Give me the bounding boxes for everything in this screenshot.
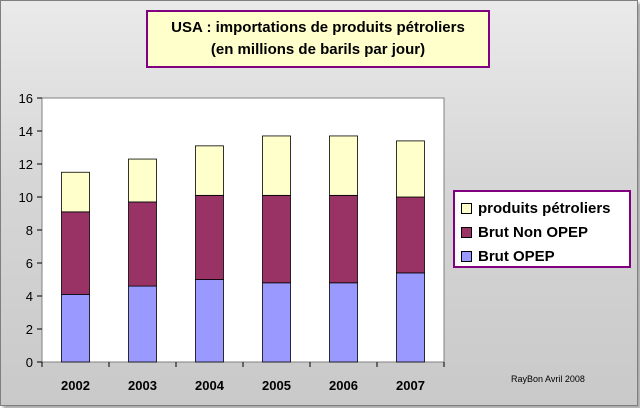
chart-subtitle: (en millions de barils par jour)	[210, 41, 426, 58]
bar-segment-2002-0	[61, 293, 90, 363]
chart-title-box: USA : importations de produits pétrolier…	[146, 10, 490, 68]
y-axis: 0 2 4 6 8 10 12 14 16	[19, 91, 42, 370]
bar-segment-2003-2	[128, 158, 157, 203]
bar-segment-2004-2	[195, 145, 224, 196]
legend-item: produits pétroliers	[461, 196, 629, 220]
credit-text: RayBon Avril 2008	[511, 374, 585, 384]
bar-segment-2007-2	[396, 140, 425, 198]
bar-segment-2003-1	[128, 201, 157, 287]
y-tick-label: 12	[19, 157, 33, 172]
x-tick-label: 2006	[329, 378, 358, 393]
legend-swatch	[461, 226, 472, 238]
bar-segment-2006-1	[329, 194, 358, 284]
x-tick-label: 2007	[396, 378, 425, 393]
x-tick-label: 2002	[61, 378, 90, 393]
bar-segment-2005-2	[262, 135, 291, 196]
y-tick-label: 10	[19, 190, 33, 205]
y-tick-label: 4	[26, 289, 33, 304]
bar-segment-2003-0	[128, 285, 157, 363]
x-axis: 2002 2003 2004 2005 2006 2007	[41, 362, 445, 393]
plot-area	[41, 97, 445, 363]
legend-label: produits pétroliers	[478, 199, 611, 217]
bar-segment-2007-1	[396, 196, 425, 274]
bar-segment-2002-1	[61, 211, 90, 295]
legend-swatch	[461, 250, 472, 262]
y-tick-label: 6	[26, 256, 33, 271]
bar-segment-2004-1	[195, 194, 224, 280]
legend-item: Brut OPEP	[461, 244, 629, 268]
y-tick-label: 16	[19, 91, 33, 106]
bar-segment-2004-0	[195, 279, 224, 363]
bar-segment-2005-1	[262, 194, 291, 284]
legend-item: Brut Non OPEP	[461, 220, 629, 244]
bars	[61, 135, 425, 363]
x-tick-label: 2004	[195, 378, 225, 393]
chart-title: USA : importations de produits pétrolier…	[171, 19, 465, 36]
y-tick-label: 0	[26, 355, 33, 370]
legend-label: Brut Non OPEP	[478, 223, 589, 241]
y-tick-label: 2	[26, 322, 33, 337]
bar-segment-2006-2	[329, 135, 358, 196]
bar-segment-2005-0	[262, 282, 291, 363]
y-tick-label: 14	[19, 124, 33, 139]
bar-segment-2002-2	[61, 171, 90, 213]
y-tick-label: 8	[26, 223, 33, 238]
legend: produits pétroliers Brut Non OPEP Brut OPE…	[453, 190, 631, 268]
legend-label: Brut OPEP	[478, 247, 555, 265]
legend-swatch	[461, 202, 472, 214]
bar-segment-2007-0	[396, 272, 425, 363]
bar-segment-2006-0	[329, 282, 358, 363]
x-tick-label: 2005	[262, 378, 291, 393]
x-tick-label: 2003	[128, 378, 157, 393]
